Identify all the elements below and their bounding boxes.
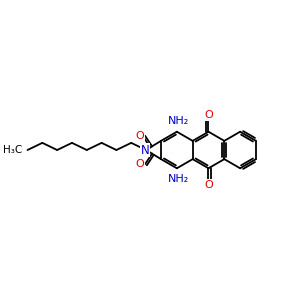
Text: NH₂: NH₂ xyxy=(168,116,189,126)
Text: O: O xyxy=(204,180,213,190)
Text: NH₂: NH₂ xyxy=(168,174,189,184)
Text: H₃C: H₃C xyxy=(3,145,22,155)
Text: O: O xyxy=(136,159,145,169)
Text: N: N xyxy=(140,143,149,157)
Text: O: O xyxy=(204,110,213,120)
Text: O: O xyxy=(136,131,145,141)
